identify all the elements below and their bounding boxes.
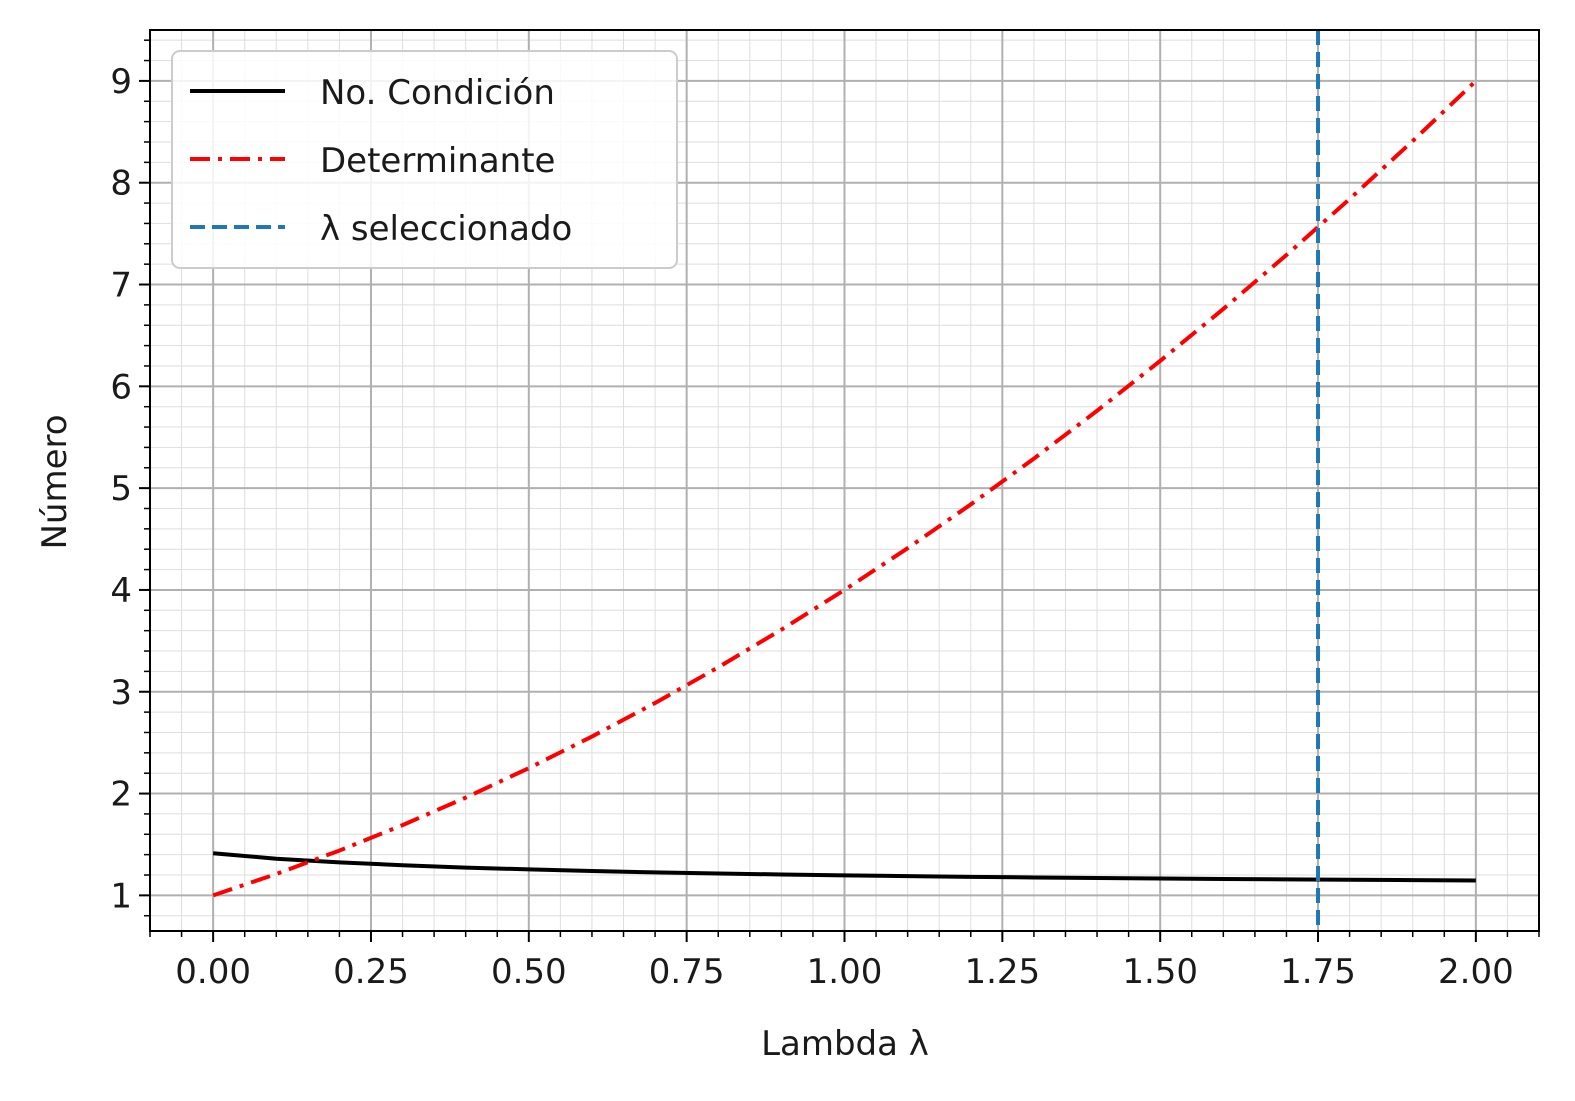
legend: No. Condición Determinante λ seleccionad…: [171, 50, 678, 269]
y-tick-label: 3: [110, 673, 132, 713]
y-tick-label: 8: [110, 164, 132, 204]
y-axis-label: Número: [35, 414, 75, 549]
x-tick-label: 0.00: [175, 952, 251, 992]
legend-label-determinante: Determinante: [320, 141, 555, 181]
x-tick-label: 0.75: [649, 952, 725, 992]
series-line-condicion: [212, 851, 1476, 883]
y-tick-label: 5: [110, 469, 132, 509]
y-tick-label: 9: [110, 62, 132, 102]
x-tick-label: 1.50: [1122, 952, 1198, 992]
y-tick-label: 2: [110, 775, 132, 815]
x-tick-label: 0.50: [491, 952, 567, 992]
legend-frame: [171, 50, 678, 269]
x-axis-label: Lambda λ: [761, 1024, 929, 1064]
x-tick-label: 1.00: [807, 952, 883, 992]
y-tick-label: 4: [110, 571, 132, 611]
y-tick-label: 6: [110, 367, 132, 407]
major-grid: [150, 30, 1539, 931]
legend-label-condicion: No. Condición: [320, 73, 555, 113]
x-tick-label: 2.00: [1438, 952, 1514, 992]
x-tick-label: 1.25: [964, 952, 1040, 992]
y-tick-label: 1: [110, 876, 132, 916]
legend-label-lambda: λ seleccionado: [320, 209, 572, 249]
y-tick-label: 7: [110, 266, 132, 306]
x-tick-label: 0.25: [333, 952, 409, 992]
tick-labels: 0.00 0.25 0.50 0.75 1.00 1.25 1.50 1.75 2.00 1 2 3 4…: [110, 62, 1513, 992]
x-tick-label: 1.75: [1280, 952, 1356, 992]
series-line-determinante: [212, 79, 1478, 898]
axis-ticks: [139, 39, 1540, 942]
series-layer: [212, 30, 1478, 931]
